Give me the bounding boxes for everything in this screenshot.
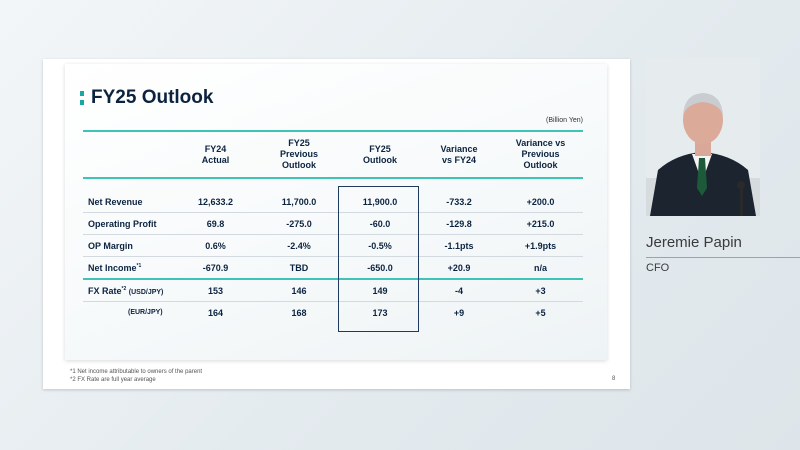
cell: 173: [372, 307, 388, 318]
row-label: OP Margin: [83, 234, 173, 257]
cell: -733.2: [420, 191, 498, 213]
speaker-name: Jeremie Papin: [646, 234, 742, 251]
cell: +200.0: [498, 191, 583, 213]
cell: -650.0: [340, 256, 420, 280]
slide-content: FY25 Outlook (Billion Yen) FY24 Actual FY…: [65, 64, 607, 360]
cell: 12,633.2: [173, 191, 258, 213]
page-number: 8: [612, 376, 616, 382]
table-header-row: FY24 Actual FY25 Previous Outlook FY25 Outlo…: [83, 132, 583, 177]
header-blank: [83, 132, 173, 177]
speaker-role: CFO: [646, 262, 670, 274]
row-label: (EUR/JPY): [128, 309, 163, 316]
header-fy25-previous: FY25 Previous Outlook: [279, 138, 319, 170]
cell: +9: [453, 307, 465, 318]
footnote-ref: *1: [136, 262, 142, 269]
row-label: Net Income*1: [83, 256, 173, 280]
cell: TBD: [258, 256, 340, 280]
table-row-fx-usd: FX Rate*2 (USD/JPY) 153 146 149 -4 +3: [83, 278, 583, 302]
table-row-net-revenue: Net Revenue 12,633.2 11,700.0 11,900.0 -…: [83, 191, 583, 213]
speaker-portrait: [646, 58, 760, 216]
row-label: Operating Profit: [83, 212, 173, 235]
cell: 0.6%: [173, 234, 258, 257]
cell: +5: [535, 307, 546, 318]
currency-pair: (USD/JPY): [128, 288, 164, 296]
table-row-net-income: Net Income*1 -670.9 TBD -650.0 +20.9 n/a: [83, 256, 583, 280]
cell: +3: [498, 278, 583, 302]
table-row-operating-profit: Operating Profit 69.8 -275.0 -60.0 -129.…: [83, 212, 583, 235]
cell: 168: [291, 307, 307, 318]
header-variance-fy24: Variance vs FY24: [440, 143, 478, 165]
cell: -2.4%: [258, 234, 340, 257]
cell: -129.8: [420, 212, 498, 235]
speaker-divider: [646, 257, 800, 258]
cell: -670.9: [173, 256, 258, 280]
row-label-text: FX Rate: [88, 285, 122, 296]
header-fy24-actual: FY24 Actual: [201, 143, 230, 165]
table-row-op-margin: OP Margin 0.6% -2.4% -0.5% -1.1pts +1.9p…: [83, 234, 583, 257]
row-label: Net Revenue: [83, 191, 173, 213]
units-label: (Billion Yen): [546, 117, 583, 124]
cell: 11,900.0: [340, 191, 420, 213]
footnote-ref: *2: [121, 285, 127, 292]
cell: -275.0: [258, 212, 340, 235]
cell: -60.0: [340, 212, 420, 235]
cell: 69.8: [173, 212, 258, 235]
header-rule: [83, 177, 583, 179]
header-fy25-outlook: FY25 Outlook: [363, 143, 397, 165]
footnote-2: *2 FX Rate are full year average: [70, 377, 156, 383]
footnotes: *1 Net income attributable to owners of …: [70, 368, 202, 384]
footnote-1: *1 Net income attributable to owners of …: [70, 369, 203, 375]
cell: -4: [420, 278, 498, 302]
table-row-fx-eur: (EUR/JPY) 164 168 173 +9 +5: [83, 302, 583, 324]
row-label-text: Net Income: [88, 262, 137, 273]
header-variance-previous: Variance vs Previous Outlook: [515, 138, 566, 170]
cell: -0.5%: [340, 234, 420, 257]
speaker-video: [646, 58, 760, 216]
slide-frame: FY25 Outlook (Billion Yen) FY24 Actual FY…: [43, 59, 630, 389]
cell: 164: [207, 307, 224, 318]
cell: 146: [258, 278, 340, 302]
cell: n/a: [498, 256, 583, 280]
cell: 149: [340, 278, 420, 302]
table-top-rule: [83, 130, 583, 132]
cell: 153: [173, 278, 258, 302]
row-label: FX Rate*2 (USD/JPY): [83, 278, 173, 302]
cell: +20.9: [420, 256, 498, 280]
cell: +1.9pts: [498, 234, 583, 257]
cell: -1.1pts: [420, 234, 498, 257]
title-marker-icon: [80, 91, 84, 105]
spacer: [83, 179, 583, 191]
cell: +215.0: [498, 212, 583, 235]
outlook-table: FY24 Actual FY25 Previous Outlook FY25 Outlo…: [83, 130, 583, 323]
cell: 11,700.0: [258, 191, 340, 213]
slide-title: FY25 Outlook: [91, 87, 214, 108]
